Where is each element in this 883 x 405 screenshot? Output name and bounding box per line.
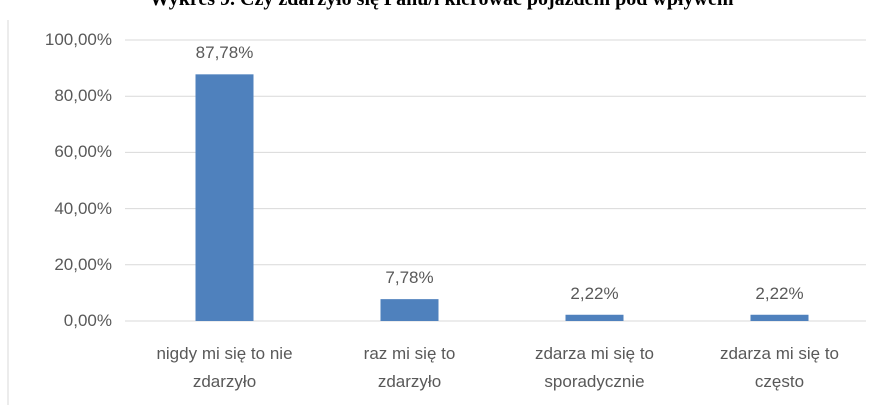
bar: [565, 314, 624, 321]
data-label: 7,78%: [385, 268, 434, 288]
bar: [750, 314, 809, 321]
x-tick-label: nigdy mi się to nie zdarzyło: [156, 344, 293, 391]
y-tick-label: 20,00%: [54, 254, 112, 274]
x-tick-label: zdarza mi się to sporadycznie: [534, 344, 655, 391]
data-label: 2,22%: [755, 283, 804, 303]
y-tick-label: 100,00%: [44, 30, 112, 49]
chart-title: Wykres 9. Czy zdarzyło się Panu/i kierow…: [0, 0, 883, 11]
data-label: 87,78%: [195, 43, 254, 63]
bar: [195, 74, 254, 322]
data-label: 2,22%: [570, 283, 619, 303]
y-tick-label: 0,00%: [63, 311, 112, 330]
y-tick-label: 40,00%: [54, 198, 112, 218]
y-tick-label: 80,00%: [54, 86, 112, 106]
x-tick-label: raz mi się to zdarzyło: [363, 344, 456, 391]
x-tick-label: zdarza mi się to często: [719, 344, 840, 391]
y-tick-label: 60,00%: [54, 142, 112, 162]
bar: [380, 299, 439, 321]
